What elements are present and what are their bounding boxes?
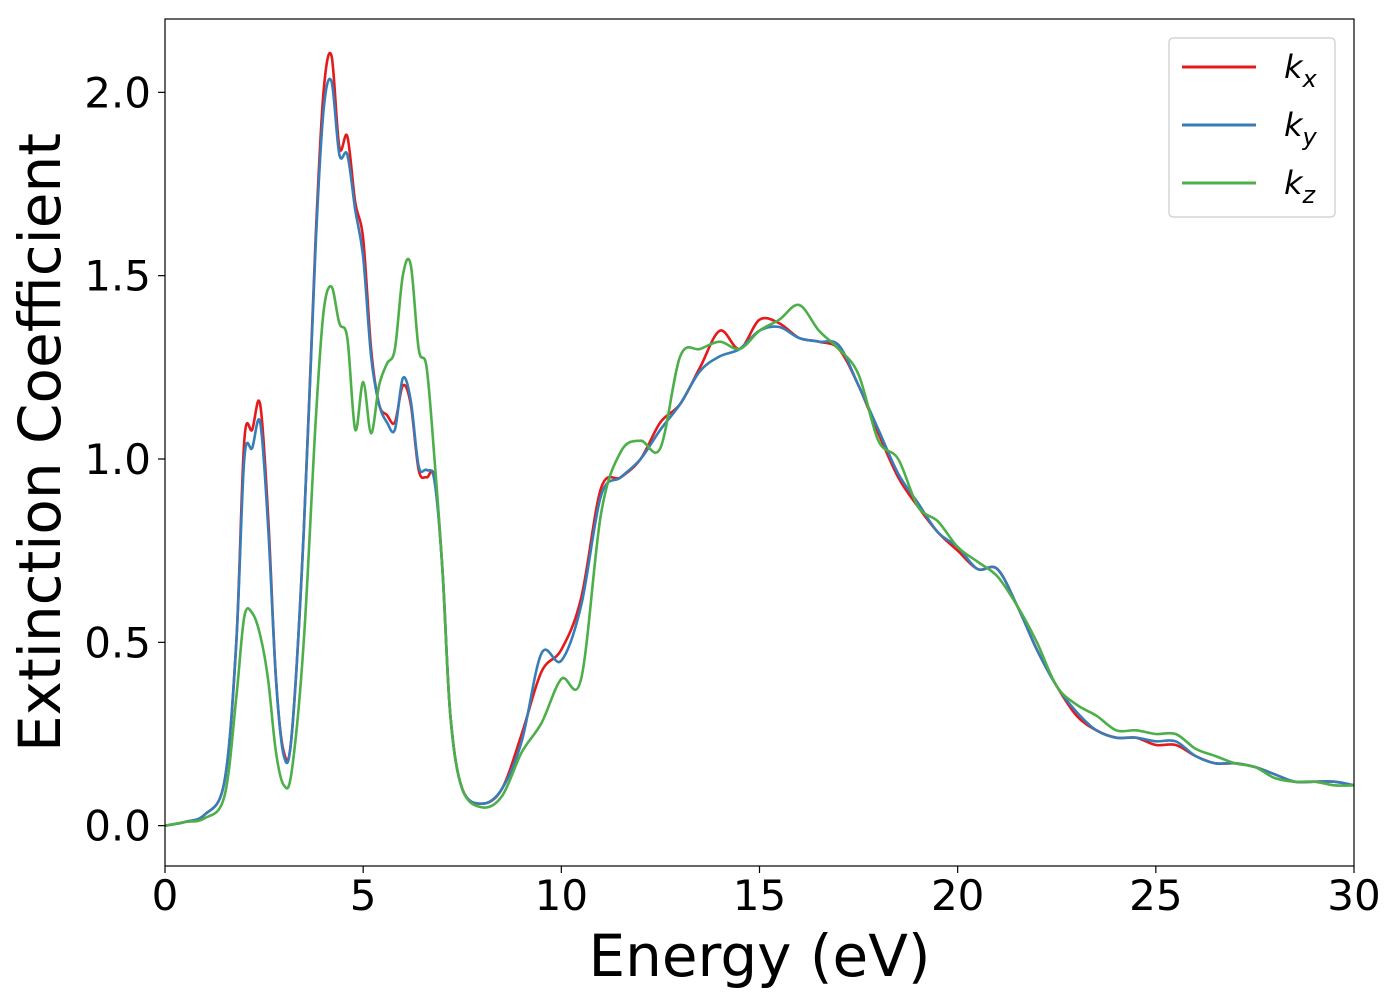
legend-label-subscript: y [1302, 123, 1318, 151]
x-tick-label: 20 [931, 871, 984, 920]
legend-box [1168, 37, 1336, 218]
legend-label-ky: ky [1284, 106, 1318, 151]
legend-label-main: k [1284, 164, 1304, 202]
x-tick-label: 25 [1129, 871, 1182, 920]
y-axis: 0.0 0.5 1.0 1.5 2.0 [84, 68, 165, 851]
x-axis-title: Energy (eV) [588, 922, 930, 990]
x-axis: 0 5 10 15 20 25 30 [152, 866, 1381, 920]
y-tick-label: 0.5 [84, 618, 151, 667]
legend-label-subscript: x [1302, 65, 1318, 93]
x-tick-label: 15 [733, 871, 786, 920]
y-axis-title: Extinction Coefficient [6, 133, 74, 752]
legend-label-kx: kx [1284, 48, 1318, 93]
legend-label-subscript: z [1302, 181, 1317, 209]
series-line-ky [164, 77, 1355, 827]
legend-label-main: k [1284, 106, 1304, 144]
y-tick-label: 1.5 [84, 252, 151, 301]
legend-label-kz: kz [1284, 164, 1317, 209]
series-line-kz [164, 257, 1355, 827]
x-tick-label: 10 [535, 871, 588, 920]
x-tick-label: 0 [152, 871, 179, 920]
x-tick-label: 30 [1327, 871, 1380, 920]
y-tick-label: 1.0 [84, 435, 151, 484]
y-tick-label: 0.0 [84, 802, 151, 851]
series-layer [164, 51, 1355, 827]
x-tick-label: 5 [350, 871, 377, 920]
y-tick-label: 2.0 [84, 68, 151, 117]
legend-label-main: k [1284, 48, 1304, 86]
